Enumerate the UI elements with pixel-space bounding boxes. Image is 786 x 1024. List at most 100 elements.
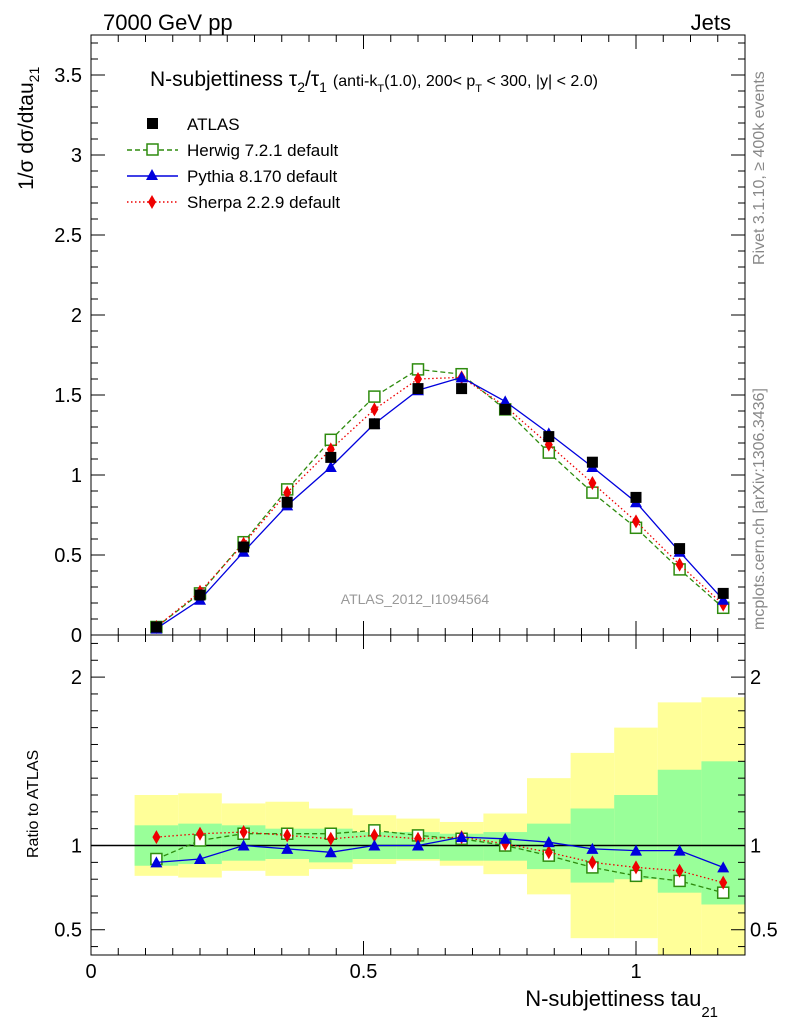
sherpa-point <box>675 557 684 572</box>
data-point <box>412 383 424 395</box>
plot-title-sub1: 1 <box>319 79 327 95</box>
sherpa-ratio-point <box>196 826 204 841</box>
legend-marker-sherpa <box>148 195 156 209</box>
ratio-bands <box>134 697 745 955</box>
pythia-point <box>455 371 468 383</box>
y-tick-label: 1.5 <box>54 385 82 407</box>
plot-title-range-pT: T <box>475 83 482 95</box>
pythia-point <box>499 395 512 407</box>
ratio-y-tick-label-left: 1 <box>71 836 82 858</box>
pythia-ratio-point <box>281 842 294 854</box>
pythia-point <box>324 461 337 472</box>
herwig-ratio-line <box>156 829 724 894</box>
plot-title-slash: /τ <box>305 68 320 91</box>
x-axis-label-sub: 21 <box>701 1004 718 1021</box>
sherpa-ratio-point <box>719 875 728 890</box>
plot-title-sub2: 2 <box>297 79 305 95</box>
pythia-line <box>156 376 724 630</box>
data-point <box>630 491 642 503</box>
plot-title-main: N-subjettiness τ <box>150 68 298 91</box>
y-tick-label: 2 <box>71 305 82 327</box>
sherpa-point <box>588 476 597 490</box>
legend-item-atlas: ATLAS <box>147 115 240 134</box>
ratio-y-tick-label-right: 2 <box>750 667 761 689</box>
y-axis-label: 1/σ dσ/dtau21 <box>15 67 42 190</box>
rivet-version-label: Rivet 3.1.10, ≥ 400k events <box>751 71 768 265</box>
data-point <box>281 496 293 508</box>
ratio-y-tick-label-left: 2 <box>71 667 82 689</box>
x-axis-label-main: N-subjettiness tau <box>525 986 701 1011</box>
sherpa-ratio-point <box>632 860 640 875</box>
sherpa-ratio-line <box>156 831 724 884</box>
pythia-ratio-point <box>194 853 206 864</box>
pythia-ratio-point <box>455 831 468 843</box>
data-point <box>499 403 511 415</box>
ratio-series <box>150 824 730 899</box>
sherpa-point <box>283 485 292 500</box>
pythia-ratio-point <box>237 839 250 851</box>
plot-title-range3: < 300, |y| < 2.0) <box>482 73 598 90</box>
sherpa-point <box>370 402 379 417</box>
ratio-y-tick-label-right: 1 <box>750 836 761 858</box>
y-axis-label-sub: 21 <box>26 67 42 83</box>
legend-item-herwig: Herwig 7.2.1 default <box>127 141 338 160</box>
legend-marker-pythia <box>146 169 158 180</box>
pythia-ratio-point <box>324 846 337 858</box>
legend-marker-atlas <box>147 118 158 129</box>
data-point <box>238 541 250 553</box>
sherpa-ratio-point <box>675 863 684 878</box>
data-point <box>325 451 337 463</box>
sherpa-ratio-point <box>370 828 379 843</box>
pythia-ratio-point <box>586 842 599 854</box>
plot-title-range-T: T <box>377 83 384 95</box>
analysis-id: ATLAS_2012_I1094564 <box>341 591 490 607</box>
sherpa-line <box>155 376 724 628</box>
legend-item-sherpa: Sherpa 2.2.9 default <box>127 193 340 212</box>
y-tick-label: 0.5 <box>54 545 82 567</box>
pythia-ratio-point <box>368 839 381 851</box>
pythia-point <box>717 593 730 605</box>
legend-label-herwig: Herwig 7.2.1 default <box>187 141 338 160</box>
sherpa-ratio-point <box>414 831 422 846</box>
category-label: Jets <box>691 10 731 35</box>
collision-label: 7000 GeV pp <box>103 10 233 35</box>
y-tick-label: 0 <box>71 625 82 647</box>
data-point <box>194 589 206 601</box>
main-series <box>150 363 730 634</box>
pythia-ratio-point <box>412 839 424 851</box>
pythia-ratio-point <box>542 836 555 848</box>
x-tick-label: 1 <box>630 961 641 983</box>
sherpa-ratio-point <box>152 830 161 845</box>
y-axis-label-main: 1/σ dσ/dtau <box>15 82 38 190</box>
data-point <box>150 621 162 633</box>
sherpa-ratio-point <box>326 831 335 846</box>
y-tick-label: 3 <box>71 145 82 167</box>
herwig-point <box>368 390 381 403</box>
pythia-ratio-point <box>673 844 686 856</box>
x-tick-label: 0.5 <box>350 961 378 983</box>
sherpa-point <box>632 514 640 529</box>
legend-label-sherpa: Sherpa 2.2.9 default <box>187 193 340 212</box>
axes: 0 0.5 100.511.522.533.50.5 0.51 12 2 <box>54 34 778 983</box>
y-tick-label: 3.5 <box>54 65 82 87</box>
plot-title-range1: (anti-k <box>333 73 378 90</box>
data-point <box>674 543 686 555</box>
x-axis-label: N-subjettiness tau21 <box>525 986 718 1021</box>
x-tick-label: 0 <box>85 961 96 983</box>
pythia-ratio-point <box>150 856 163 868</box>
plot-title-range2: (1.0), 200< p <box>384 73 475 90</box>
data-point <box>717 587 729 599</box>
sherpa-ratio-point <box>588 855 597 870</box>
data-point <box>543 431 555 443</box>
ratio-y-tick-label-right: 0.5 <box>750 920 778 942</box>
sherpa-ratio-point <box>283 828 292 843</box>
plot-title: N-subjettiness τ2/τ1 (anti-kT(1.0), 200< … <box>150 68 598 95</box>
sherpa-ratio-point <box>544 845 553 860</box>
pythia-ratio-line <box>156 836 724 869</box>
pythia-ratio-point <box>630 844 642 856</box>
legend-marker-herwig <box>146 143 159 156</box>
y-tick-label: 2.5 <box>54 225 82 247</box>
legend-label-pythia: Pythia 8.170 default <box>187 167 338 186</box>
sherpa-point <box>414 372 422 386</box>
